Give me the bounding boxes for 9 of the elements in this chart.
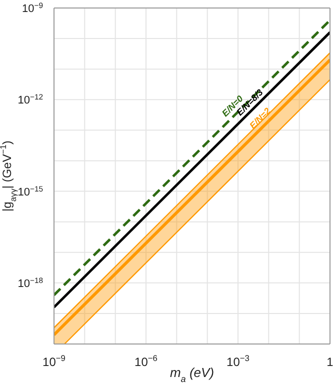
y-tick-label: 10$^{−18}$ <box>18 275 43 290</box>
x-tick-label: 10$^{−6}$ <box>134 353 158 369</box>
x-tick-label: 1 <box>326 355 334 369</box>
x-tick-label: 10$^{−9}$ <box>42 353 66 369</box>
y-tick-label: 10$^{−9}$ <box>22 0 43 15</box>
y-tick-label: 10$^{−15}$ <box>18 184 43 198</box>
y-tick-label: 10$^{−12}$ <box>18 92 43 107</box>
x-axis-title: m$_{a}$ (eV) <box>170 365 214 383</box>
x-tick-label: 10$^{−3}$ <box>226 353 250 369</box>
